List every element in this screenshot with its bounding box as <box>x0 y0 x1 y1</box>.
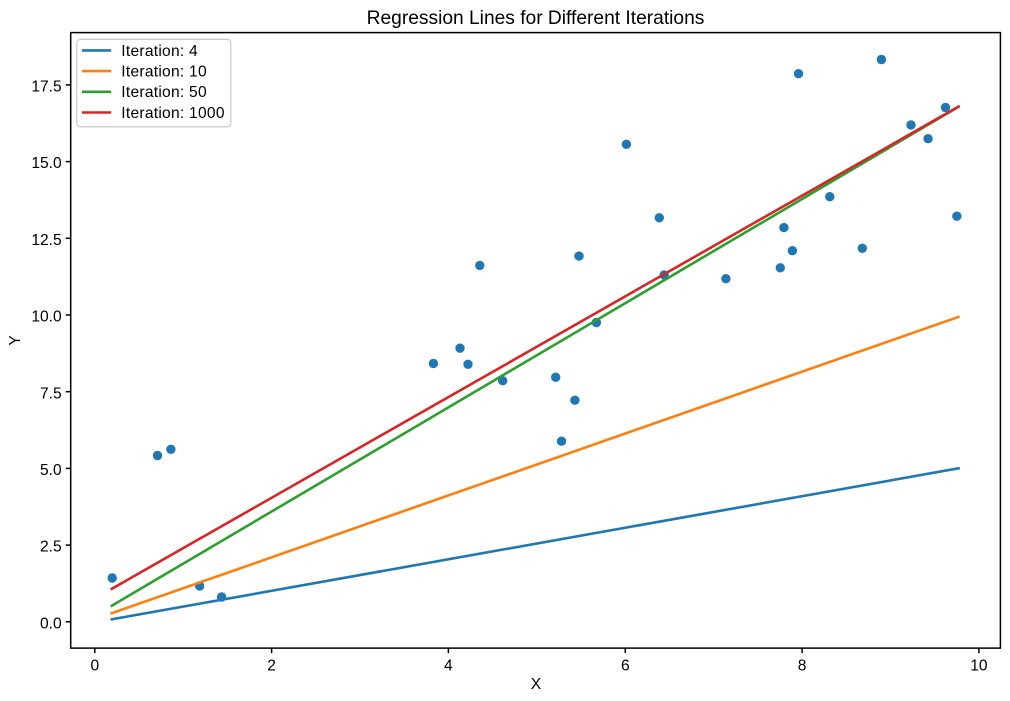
svg-text:15.0: 15.0 <box>31 155 62 172</box>
svg-text:Regression Lines for Different: Regression Lines for Different Iteration… <box>367 8 705 29</box>
svg-text:0.0: 0.0 <box>40 615 62 632</box>
svg-text:Y: Y <box>7 335 24 346</box>
svg-text:12.5: 12.5 <box>31 232 62 249</box>
svg-text:5.0: 5.0 <box>40 462 62 479</box>
svg-text:Iteration: 1000: Iteration: 1000 <box>121 105 225 122</box>
svg-text:0: 0 <box>90 657 99 674</box>
svg-text:Iteration: 4: Iteration: 4 <box>121 43 198 60</box>
svg-text:10.0: 10.0 <box>31 309 62 326</box>
svg-text:7.5: 7.5 <box>40 385 62 402</box>
svg-text:6: 6 <box>621 657 630 674</box>
svg-text:Iteration: 50: Iteration: 50 <box>121 84 207 101</box>
svg-text:X: X <box>531 676 542 693</box>
svg-text:8: 8 <box>798 657 807 674</box>
svg-text:10: 10 <box>970 657 988 674</box>
svg-text:4: 4 <box>444 657 453 674</box>
svg-text:Iteration: 10: Iteration: 10 <box>121 64 207 81</box>
svg-text:17.5: 17.5 <box>31 79 62 96</box>
svg-text:2: 2 <box>267 657 276 674</box>
svg-text:2.5: 2.5 <box>40 539 62 556</box>
